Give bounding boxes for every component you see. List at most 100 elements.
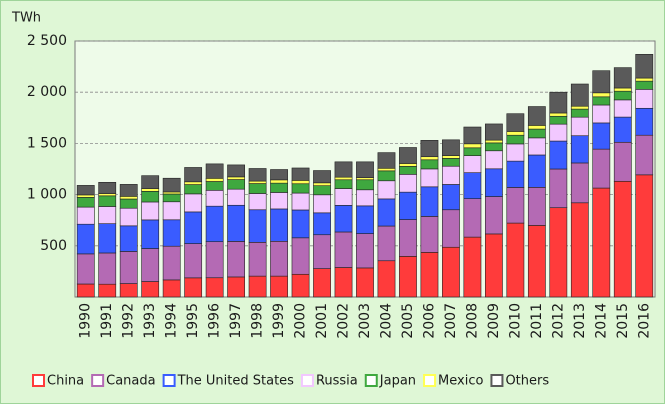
legend-label: Others xyxy=(505,374,549,389)
bar-segment xyxy=(119,251,138,284)
x-tick-label: 1992 xyxy=(121,303,137,339)
bar-segment xyxy=(442,165,460,185)
bar-segment xyxy=(549,115,568,125)
bar-segment xyxy=(506,131,525,136)
bar-segment xyxy=(119,198,138,209)
bar-segment xyxy=(227,179,246,190)
bar-segment xyxy=(592,148,611,189)
bar-segment xyxy=(484,123,503,141)
bar-segment xyxy=(76,185,95,196)
x-tick-label: 2004 xyxy=(378,303,394,339)
x-tick-label: 2014 xyxy=(593,303,609,339)
bar-segment xyxy=(76,206,95,225)
bar-segment xyxy=(141,188,160,192)
bar-segment xyxy=(549,91,568,114)
legend-label: The United States xyxy=(177,374,295,389)
bar-segment xyxy=(334,176,353,181)
bar-segment xyxy=(399,166,417,175)
x-tick-label: 1998 xyxy=(250,303,266,339)
bar-segment xyxy=(98,223,117,254)
bar-segment xyxy=(420,186,439,217)
bar-segment xyxy=(592,187,611,298)
bar-segment xyxy=(356,177,374,181)
bar-segment xyxy=(119,196,138,200)
bar-segment xyxy=(141,281,160,298)
bar-segment xyxy=(76,253,95,285)
x-tick-label: 1999 xyxy=(271,303,287,339)
bar-segment xyxy=(141,191,160,203)
bar-segment xyxy=(399,191,417,220)
bar-segment xyxy=(184,181,203,185)
bar-segment xyxy=(484,142,503,152)
x-tick-label: 2010 xyxy=(507,303,523,339)
bar-segment xyxy=(227,204,246,242)
bar-segment xyxy=(184,277,203,298)
x-tick-label: 2005 xyxy=(400,303,416,339)
bar-segment xyxy=(313,234,331,269)
bar-segment xyxy=(270,240,288,277)
bar-segment xyxy=(334,188,353,206)
x-tick-label: 1996 xyxy=(207,303,223,339)
x-tick-label: 2016 xyxy=(636,303,652,339)
x-tick-label: 2002 xyxy=(336,303,352,339)
bar-segment xyxy=(463,147,482,156)
bar-segment xyxy=(420,216,439,253)
x-tick-label: 1995 xyxy=(185,303,201,339)
bar-segment xyxy=(270,179,288,184)
x-tick-label: 2001 xyxy=(314,303,330,339)
bar-segment xyxy=(227,188,246,206)
bar-segment xyxy=(356,179,374,191)
bar-segment xyxy=(506,143,525,162)
bar-segment xyxy=(98,206,117,224)
bar-segment xyxy=(377,167,396,172)
bar-segment xyxy=(184,243,203,279)
bar-segment xyxy=(635,54,654,79)
bar-segment xyxy=(613,141,632,182)
legend-label: Mexico xyxy=(438,374,483,389)
x-tick-label: 2011 xyxy=(529,303,545,339)
bar-segment xyxy=(334,267,353,298)
bar-segment xyxy=(270,182,288,193)
bar-segment xyxy=(162,191,181,195)
bar-segment xyxy=(334,205,353,233)
bar-segment xyxy=(484,196,503,235)
bar-segment xyxy=(506,134,525,145)
bar-segment xyxy=(205,189,224,207)
bar-segment xyxy=(484,168,503,197)
bar-segment xyxy=(635,134,654,176)
bar-segment xyxy=(356,189,374,207)
bar-segment xyxy=(613,90,632,101)
legend-label: China xyxy=(47,374,84,389)
bar-segment xyxy=(313,182,331,186)
bar-segment xyxy=(248,193,267,211)
bar-segment xyxy=(98,252,117,285)
x-tick-label: 2015 xyxy=(615,303,631,339)
bar-segment xyxy=(270,275,288,298)
bar-segment xyxy=(356,161,374,179)
bar-segment xyxy=(377,198,396,227)
bar-segment xyxy=(119,283,138,298)
bar-segment xyxy=(76,197,95,208)
bar-segment xyxy=(291,237,310,275)
bar-segment xyxy=(227,164,246,178)
bar-segment xyxy=(506,222,525,298)
bar-segment xyxy=(270,208,288,242)
y-tick-label: 500 xyxy=(40,238,67,254)
bar-segment xyxy=(442,158,460,167)
bar-segment xyxy=(205,181,224,191)
bar-segment xyxy=(205,205,224,243)
bar-segment xyxy=(162,177,181,193)
bar-segment xyxy=(420,159,439,170)
bar-segment xyxy=(484,150,503,170)
bar-segment xyxy=(141,175,160,189)
x-tick-label: 2006 xyxy=(421,303,437,339)
x-tick-label: 1994 xyxy=(164,303,180,339)
bar-segment xyxy=(549,207,568,298)
x-tick-label: 1991 xyxy=(99,303,115,339)
bar-segment xyxy=(549,140,568,170)
x-tick-label: 2008 xyxy=(464,303,480,339)
bar-segment xyxy=(141,248,160,282)
bar-segment xyxy=(248,242,267,277)
bar-segment xyxy=(592,122,611,150)
bar-segment xyxy=(549,112,568,117)
